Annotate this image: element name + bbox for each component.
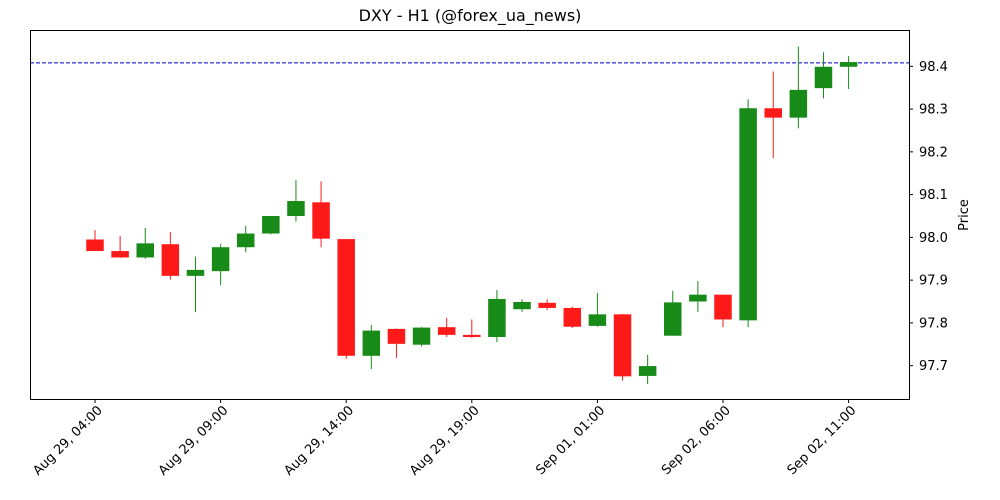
x-tick-label: Aug 29, 14:00 [282,403,358,479]
x-tick-label: Aug 29, 09:00 [156,403,232,479]
candle-body-down [161,244,180,276]
candle-body-down [538,302,556,308]
candle-body-up [638,366,657,376]
candle-body-up [513,301,531,310]
candle-body-up [136,243,154,258]
y-tick-label: 98.1 [919,188,948,203]
candle-body-down [437,327,456,335]
candle-body-up [839,62,858,67]
candle-body-up [262,215,280,234]
candle-body-up [362,330,381,356]
plot-area [30,46,909,385]
candle-body-down [563,307,582,327]
candle-body-up [814,66,833,89]
candle-body-up [412,327,431,345]
x-tick-label: Aug 29, 04:00 [30,403,106,479]
candle-body-up [488,298,506,338]
candle-body-down [613,314,632,377]
candle-body-down [337,239,355,356]
candle-body-down [463,334,481,338]
candle-body-down [111,251,129,258]
candle-body-up [588,314,607,326]
x-tick-label: Sep 01, 01:00 [533,403,608,478]
y-tick-label: 97.9 [919,274,948,289]
candle-body-down [312,202,330,239]
y-tick-label: 98.0 [919,231,948,246]
candle-body-up [211,247,230,272]
y-tick-label: 98.2 [919,145,948,160]
candle-body-up [287,201,305,216]
y-tick-label: 97.8 [919,316,948,331]
x-tick-label: Sep 02, 06:00 [659,403,734,478]
candle-body-up [664,302,682,336]
y-tick-label: 98.3 [919,103,948,118]
candle-body-up [789,89,808,118]
candle-body-up [186,269,205,276]
candle-body-down [714,294,732,320]
candle-body-up [689,294,707,302]
candle-body-up [739,108,757,321]
candle-body-up [236,233,255,248]
candle-body-down [86,239,104,252]
candle-body-down [764,108,782,118]
candle-body-down [387,328,406,344]
y-tick-label: 97.7 [919,359,948,374]
chart-title: DXY - H1 (@forex_ua_news) [358,6,582,25]
y-axis-label: Price [957,199,972,231]
x-tick-label: Aug 29, 19:00 [407,403,483,479]
plot-frame [30,30,910,400]
x-tick-label: Sep 02, 11:00 [785,403,860,478]
y-tick-label: 98.4 [919,60,948,75]
